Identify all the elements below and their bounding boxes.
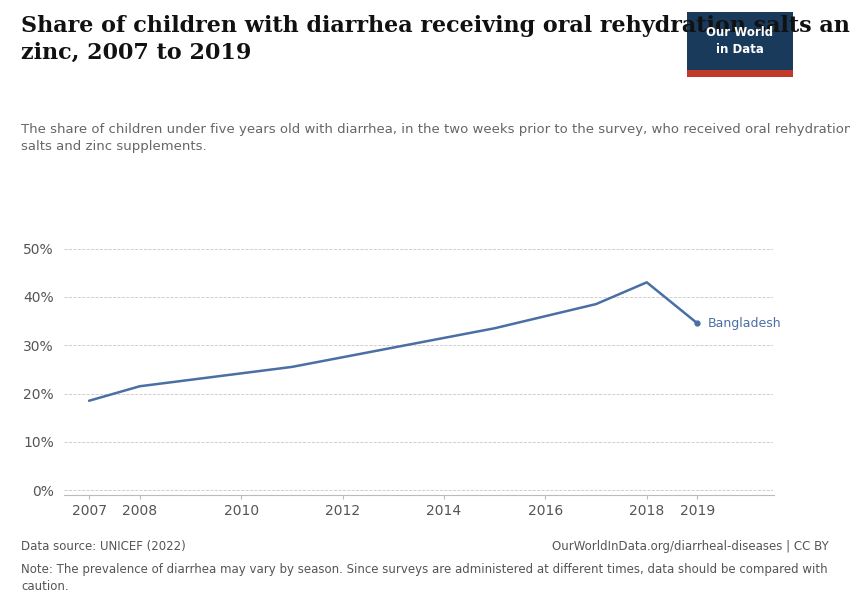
Text: Our World
in Data: Our World in Data	[706, 26, 774, 56]
Text: OurWorldInData.org/diarrheal-diseases | CC BY: OurWorldInData.org/diarrheal-diseases | …	[552, 540, 829, 553]
Text: Bangladesh: Bangladesh	[707, 317, 781, 330]
Text: Share of children with diarrhea receiving oral rehydration salts and
zinc, 2007 : Share of children with diarrhea receivin…	[21, 15, 850, 64]
Text: Data source: UNICEF (2022): Data source: UNICEF (2022)	[21, 540, 186, 553]
Text: The share of children under five years old with diarrhea, in the two weeks prior: The share of children under five years o…	[21, 123, 850, 153]
Text: Note: The prevalence of diarrhea may vary by season. Since surveys are administe: Note: The prevalence of diarrhea may var…	[21, 563, 828, 593]
